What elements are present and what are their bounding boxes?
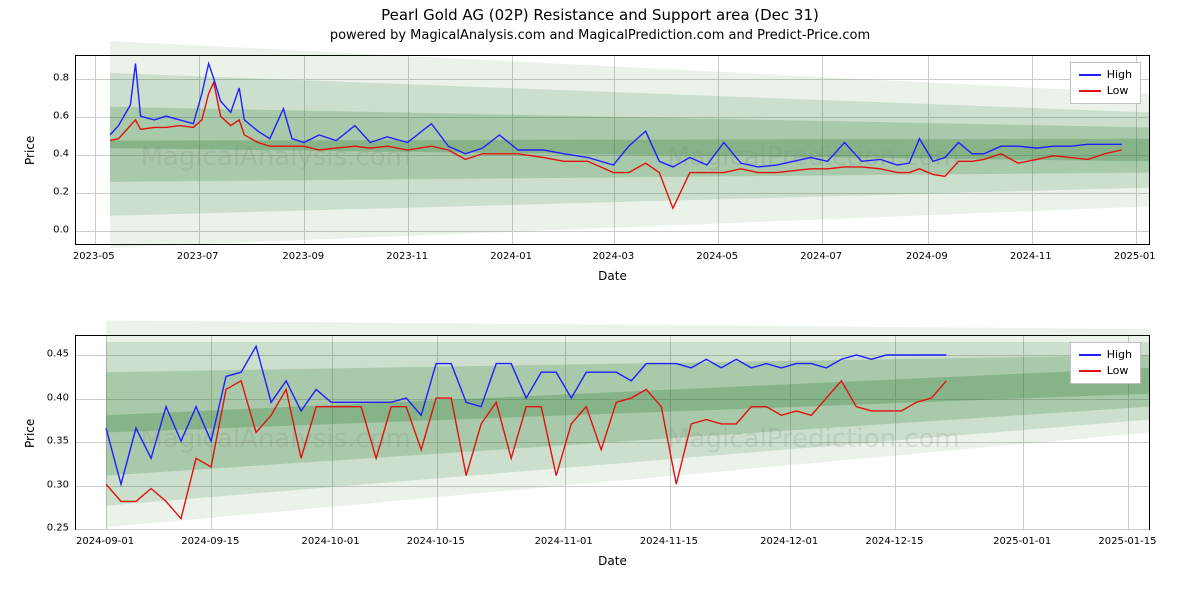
xtick-label: 2024-09-01	[76, 536, 134, 547]
series-low	[106, 381, 946, 519]
chart-panel-top: MagicalAnalysis.comMagicalPrediction.com…	[75, 55, 1150, 245]
ytick-label: 0.2	[35, 186, 69, 197]
xtick-label: 2023-09	[282, 251, 324, 262]
legend: HighLow	[1070, 342, 1141, 384]
ytick-label: 0.0	[35, 224, 69, 235]
xtick-label: 2024-03	[592, 251, 634, 262]
xtick-label: 2024-12-01	[760, 536, 818, 547]
legend-swatch	[1079, 370, 1101, 372]
legend-swatch	[1079, 354, 1101, 356]
xtick-label: 2024-01	[490, 251, 532, 262]
ytick-label: 0.45	[35, 349, 69, 360]
xtick-label: 2024-09	[906, 251, 948, 262]
chart-panel-bottom: MagicalAnalysis.comMagicalPrediction.com…	[75, 335, 1150, 530]
figure-subtitle: powered by MagicalAnalysis.com and Magic…	[0, 28, 1200, 43]
xtick-label: 2024-12-15	[865, 536, 923, 547]
legend-item: High	[1079, 67, 1132, 83]
ytick-label: 0.8	[35, 72, 69, 83]
ytick-label: 0.40	[35, 392, 69, 403]
gridline-horizontal	[76, 529, 1149, 530]
series-high	[110, 64, 1122, 167]
x-axis-label: Date	[75, 269, 1150, 283]
legend-label: High	[1107, 67, 1132, 83]
legend-swatch	[1079, 90, 1101, 92]
xtick-label: 2024-11-01	[535, 536, 593, 547]
legend-label: Low	[1107, 363, 1129, 379]
xtick-label: 2023-11	[386, 251, 428, 262]
xtick-label: 2025-01-15	[1098, 536, 1156, 547]
legend-item: Low	[1079, 83, 1132, 99]
series-low	[110, 82, 1122, 208]
ytick-label: 0.4	[35, 148, 69, 159]
series-high	[106, 346, 946, 484]
xtick-label: 2024-11-15	[640, 536, 698, 547]
xtick-label: 2025-01-01	[993, 536, 1051, 547]
legend-swatch	[1079, 74, 1101, 76]
xtick-label: 2023-05	[73, 251, 115, 262]
xtick-label: 2024-07	[800, 251, 842, 262]
legend-item: High	[1079, 347, 1132, 363]
xtick-label: 2024-10-01	[302, 536, 360, 547]
ytick-label: 0.25	[35, 523, 69, 534]
xtick-label: 2024-09-15	[181, 536, 239, 547]
ytick-label: 0.6	[35, 110, 69, 121]
y-axis-label: Price	[23, 418, 37, 447]
series-lines	[76, 336, 1149, 529]
figure-suptitle: Pearl Gold AG (02P) Resistance and Suppo…	[0, 6, 1200, 24]
ytick-label: 0.35	[35, 436, 69, 447]
xtick-label: 2025-01	[1114, 251, 1156, 262]
ytick-label: 0.30	[35, 479, 69, 490]
figure: Pearl Gold AG (02P) Resistance and Suppo…	[0, 0, 1200, 600]
legend-label: Low	[1107, 83, 1129, 99]
series-lines	[76, 56, 1149, 244]
legend-label: High	[1107, 347, 1132, 363]
legend: HighLow	[1070, 62, 1141, 104]
xtick-label: 2024-11	[1010, 251, 1052, 262]
y-axis-label: Price	[23, 136, 37, 165]
xtick-label: 2023-07	[177, 251, 219, 262]
xtick-label: 2024-05	[696, 251, 738, 262]
xtick-label: 2024-10-15	[407, 536, 465, 547]
legend-item: Low	[1079, 363, 1132, 379]
x-axis-label: Date	[75, 554, 1150, 568]
